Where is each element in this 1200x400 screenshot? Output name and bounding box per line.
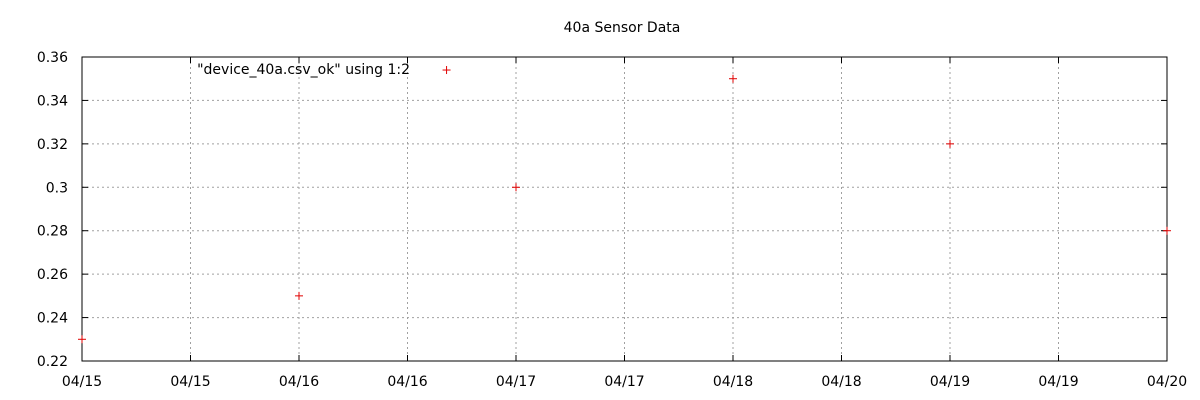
y-tick-label: 0.22 (37, 354, 68, 370)
x-tick-label: 04/18 (821, 374, 861, 390)
x-tick-label: 04/19 (930, 374, 970, 390)
x-tick-label: 04/17 (604, 374, 644, 390)
x-tick-label: 04/18 (713, 374, 753, 390)
y-tick-label: 0.34 (37, 93, 68, 109)
x-tick-label: 04/19 (1038, 374, 1078, 390)
data-point (442, 66, 451, 75)
x-tick-label: 04/15 (62, 374, 102, 390)
y-tick-label: 0.36 (37, 50, 68, 66)
y-tick-label: 0.3 (46, 180, 68, 196)
chart-title: 40a Sensor Data (564, 20, 681, 36)
x-tick-label: 04/15 (170, 374, 210, 390)
legend-label: "device_40a.csv_ok" using 1:2 (197, 62, 410, 78)
data-point (512, 183, 520, 192)
data-point (295, 291, 303, 300)
grid-lines (82, 57, 1167, 361)
y-tick-label: 0.32 (37, 137, 68, 153)
data-point (1163, 226, 1171, 235)
data-point (946, 139, 954, 148)
data-point (78, 335, 86, 344)
x-tick-label: 04/16 (387, 374, 427, 390)
y-tick-label: 0.28 (37, 224, 68, 240)
x-tick-label: 04/17 (496, 374, 536, 390)
x-tick-label: 04/16 (279, 374, 319, 390)
y-tick-label: 0.24 (37, 311, 68, 327)
y-axis-tick-labels: 0.22 0.24 0.26 0.28 0.3 0.32 0.34 0.36 (37, 50, 68, 370)
y-tick-label: 0.26 (37, 267, 68, 283)
data-points (78, 66, 1171, 344)
data-point (729, 74, 737, 83)
x-tick-label: 04/20 (1147, 374, 1187, 390)
x-axis-tick-labels: 04/15 04/15 04/16 04/16 04/17 04/17 04/18 04/18… (62, 374, 1187, 390)
